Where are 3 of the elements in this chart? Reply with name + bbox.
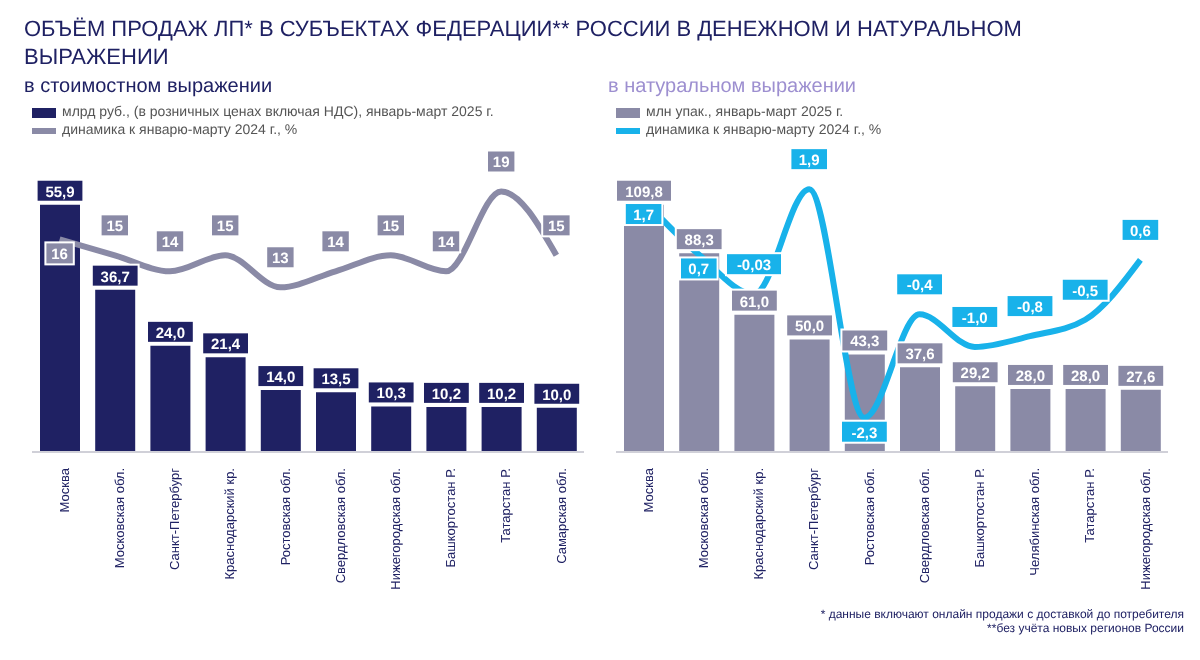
chart-subtitle: в натуральном выражении xyxy=(608,76,859,102)
chart-subtitle: в стоимостном выражении xyxy=(24,76,275,102)
chart-title: ОБЪЁМ ПРОДАЖ ЛП* В СУБЪЕКТАХ ФЕДЕРАЦИИ** РОССИИ В ДЕНЕЖНОМ И НАТУРАЛЬНОМ ВЫРАЖЕНИИ xyxy=(22,16,1024,74)
